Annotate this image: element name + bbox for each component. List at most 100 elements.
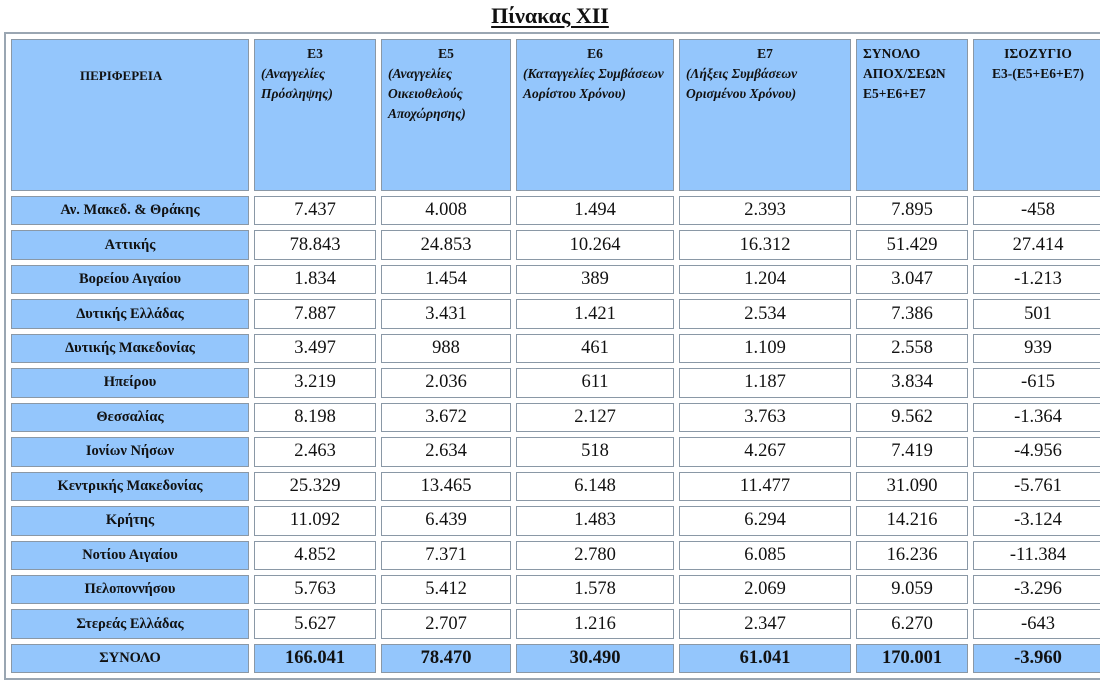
cell-e5: 24.853 bbox=[381, 230, 511, 260]
cell-balance: -11.384 bbox=[973, 540, 1100, 570]
cell-e7: 2.393 bbox=[679, 196, 851, 226]
region-name: Θεσσαλίας bbox=[11, 402, 249, 433]
cell-departures: 3.047 bbox=[856, 264, 968, 295]
table-row: Αττικής 78.843 24.853 10.264 16.312 51.429 27.… bbox=[11, 230, 1100, 260]
cell-e3: 5.763 bbox=[254, 574, 376, 605]
table-row: Νοτίου Αιγαίου 4.852 7.371 2.780 6.085 16.236… bbox=[11, 540, 1100, 570]
cell-balance: 939 bbox=[973, 333, 1100, 364]
cell-balance: -458 bbox=[973, 196, 1100, 226]
cell-e7: 1.187 bbox=[679, 368, 851, 398]
cell-balance: -5.761 bbox=[973, 471, 1100, 502]
cell-e6: 2.127 bbox=[516, 402, 674, 433]
region-name: Νοτίου Αιγαίου bbox=[11, 540, 249, 570]
table-row: Θεσσαλίας 8.198 3.672 2.127 3.763 9.562 -1.364 bbox=[11, 402, 1100, 433]
table-row: Δυτικής Ελλάδας 7.887 3.431 1.421 2.534 7.386… bbox=[11, 299, 1100, 329]
cell-e7: 2.347 bbox=[679, 609, 851, 639]
total-row: ΣΥΝΟΛΟ 166.041 78.470 30.490 61.041 170.… bbox=[11, 644, 1100, 673]
table-row: Αν. Μακεδ. & Θράκης 7.437 4.008 1.494 2.393 7… bbox=[11, 196, 1100, 226]
cell-e6: 6.148 bbox=[516, 471, 674, 502]
cell-e5: 4.008 bbox=[381, 196, 511, 226]
cell-e6: 1.216 bbox=[516, 609, 674, 639]
cell-departures: 7.386 bbox=[856, 299, 968, 329]
header-region: ΠΕΡΙΦΕΡΕΙΑ bbox=[11, 39, 249, 191]
cell-balance: -615 bbox=[973, 368, 1100, 398]
cell-departures: 51.429 bbox=[856, 230, 968, 260]
cell-e5: 2.036 bbox=[381, 368, 511, 398]
region-name: Αττικής bbox=[11, 230, 249, 260]
cell-e3: 7.887 bbox=[254, 299, 376, 329]
cell-departures: 7.895 bbox=[856, 196, 968, 226]
header-e3: Ε3 (Αναγγελίες Πρόσληψης) bbox=[254, 39, 376, 191]
region-name: Στερεάς Ελλάδας bbox=[11, 609, 249, 639]
total-departures: 170.001 bbox=[856, 644, 968, 673]
cell-departures: 3.834 bbox=[856, 368, 968, 398]
header-row: ΠΕΡΙΦΕΡΕΙΑ Ε3 (Αναγγελίες Πρόσληψης) Ε5 (Α… bbox=[11, 39, 1100, 191]
cell-balance: -643 bbox=[973, 609, 1100, 639]
cell-balance: 27.414 bbox=[973, 230, 1100, 260]
total-e6: 30.490 bbox=[516, 644, 674, 673]
table-title-text: Πίνακας XII bbox=[491, 3, 609, 28]
table-row: Ηπείρου 3.219 2.036 611 1.187 3.834 -615 bbox=[11, 368, 1100, 398]
cell-balance: 501 bbox=[973, 299, 1100, 329]
region-name: Κρήτης bbox=[11, 506, 249, 536]
cell-e5: 3.672 bbox=[381, 402, 511, 433]
cell-e6: 1.494 bbox=[516, 196, 674, 226]
cell-e3: 25.329 bbox=[254, 471, 376, 502]
cell-balance: -3.296 bbox=[973, 574, 1100, 605]
cell-e3: 78.843 bbox=[254, 230, 376, 260]
cell-balance: -1.213 bbox=[973, 264, 1100, 295]
cell-e3: 3.497 bbox=[254, 333, 376, 364]
table-row: Κεντρικής Μακεδονίας 25.329 13.465 6.148 11.… bbox=[11, 471, 1100, 502]
header-e7: Ε7 (Λήξεις Συμβάσεων Ορισμένου Χρόνου) bbox=[679, 39, 851, 191]
cell-e7: 11.477 bbox=[679, 471, 851, 502]
cell-e7: 6.294 bbox=[679, 506, 851, 536]
table-row: Δυτικής Μακεδονίας 3.497 988 461 1.109 2.558 9… bbox=[11, 333, 1100, 364]
header-e6-code: Ε6 bbox=[587, 46, 603, 61]
region-name: Βορείου Αιγαίου bbox=[11, 264, 249, 295]
regional-employment-table: ΠΕΡΙΦΕΡΕΙΑ Ε3 (Αναγγελίες Πρόσληψης) Ε5 (Α… bbox=[4, 32, 1100, 680]
cell-e5: 5.412 bbox=[381, 574, 511, 605]
cell-balance: -4.956 bbox=[973, 437, 1100, 467]
cell-e5: 2.634 bbox=[381, 437, 511, 467]
cell-departures: 2.558 bbox=[856, 333, 968, 364]
cell-e5: 988 bbox=[381, 333, 511, 364]
cell-departures: 31.090 bbox=[856, 471, 968, 502]
cell-e7: 1.204 bbox=[679, 264, 851, 295]
table-row: Βορείου Αιγαίου 1.834 1.454 389 1.204 3.047 -1… bbox=[11, 264, 1100, 295]
table-title: Πίνακας XII bbox=[0, 0, 1100, 30]
cell-e3: 4.852 bbox=[254, 540, 376, 570]
header-balance-code: ΙΣΟΖΥΓΙΟ bbox=[1004, 46, 1072, 61]
cell-e3: 7.437 bbox=[254, 196, 376, 226]
header-e5-desc: (Αναγγελίες Οικειοθελούς Αποχώρησης) bbox=[388, 66, 466, 121]
region-name: Δυτικής Μακεδονίας bbox=[11, 333, 249, 364]
header-e3-code: Ε3 bbox=[307, 46, 323, 61]
cell-balance: -1.364 bbox=[973, 402, 1100, 433]
header-total-departures-code: ΣΥΝΟΛΟ ΑΠΟΧ/ΣΕΩΝ bbox=[863, 46, 946, 81]
cell-e5: 6.439 bbox=[381, 506, 511, 536]
cell-departures: 9.562 bbox=[856, 402, 968, 433]
cell-e7: 6.085 bbox=[679, 540, 851, 570]
region-name: Πελοποννήσου bbox=[11, 574, 249, 605]
header-balance: ΙΣΟΖΥΓΙΟ Ε3-(Ε5+Ε6+Ε7) bbox=[973, 39, 1100, 191]
total-e5: 78.470 bbox=[381, 644, 511, 673]
region-name: Δυτικής Ελλάδας bbox=[11, 299, 249, 329]
cell-departures: 6.270 bbox=[856, 609, 968, 639]
cell-departures: 7.419 bbox=[856, 437, 968, 467]
header-e6: Ε6 (Καταγγελίες Συμβάσεων Αορίστου Χρόνου… bbox=[516, 39, 674, 191]
header-e3-desc: (Αναγγελίες Πρόσληψης) bbox=[261, 66, 333, 101]
table-row: Πελοποννήσου 5.763 5.412 1.578 2.069 9.059 -3.… bbox=[11, 574, 1100, 605]
table-row: Κρήτης 11.092 6.439 1.483 6.294 14.216 -3.124 bbox=[11, 506, 1100, 536]
header-e6-desc: (Καταγγελίες Συμβάσεων Αορίστου Χρόνου) bbox=[523, 66, 664, 101]
cell-departures: 9.059 bbox=[856, 574, 968, 605]
cell-e6: 10.264 bbox=[516, 230, 674, 260]
cell-e7: 2.534 bbox=[679, 299, 851, 329]
cell-e6: 518 bbox=[516, 437, 674, 467]
table-row: Ιονίων Νήσων 2.463 2.634 518 4.267 7.419 -4.95… bbox=[11, 437, 1100, 467]
cell-e5: 7.371 bbox=[381, 540, 511, 570]
region-name: Ιονίων Νήσων bbox=[11, 437, 249, 467]
cell-departures: 14.216 bbox=[856, 506, 968, 536]
cell-balance: -3.124 bbox=[973, 506, 1100, 536]
cell-e7: 4.267 bbox=[679, 437, 851, 467]
cell-e6: 2.780 bbox=[516, 540, 674, 570]
header-e5-code: Ε5 bbox=[438, 46, 454, 61]
